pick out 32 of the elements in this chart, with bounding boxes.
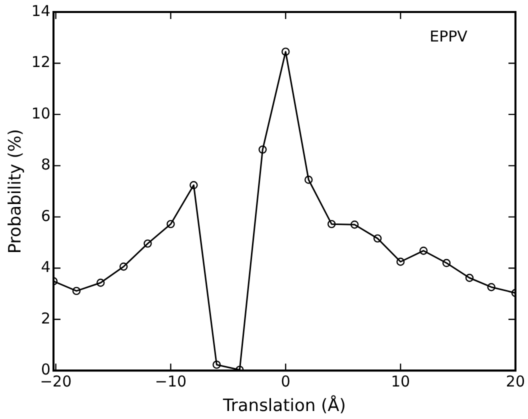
point — [396, 258, 405, 266]
point — [166, 220, 175, 228]
y-tick-label: 8 — [40, 156, 50, 174]
point — [327, 220, 336, 228]
x-axis-title: Translation (Å) — [222, 395, 346, 416]
point — [96, 278, 105, 287]
point — [350, 220, 359, 229]
y-tick-label: 10 — [31, 104, 50, 122]
point — [72, 286, 81, 296]
point — [419, 246, 428, 255]
point — [487, 283, 496, 292]
y-tick-label: 6 — [40, 206, 50, 225]
x-tick-label: 20 — [506, 372, 526, 390]
point — [304, 176, 313, 184]
annotation: EPPV — [430, 27, 468, 46]
point — [119, 262, 128, 271]
y-tick-label: 2 — [40, 309, 50, 328]
point — [442, 258, 451, 268]
point — [212, 360, 221, 369]
y-tick-label: 4 — [40, 258, 50, 276]
x-tick-label: 10 — [390, 372, 410, 390]
point — [144, 239, 152, 248]
y-tick-label: 12 — [31, 53, 50, 72]
point — [373, 234, 382, 243]
point — [258, 145, 267, 154]
point — [190, 181, 198, 190]
point — [465, 274, 474, 282]
x-tick-label: 0 — [280, 372, 290, 390]
x-tick-label: −10 — [154, 372, 187, 390]
y-axis-title: Probability (%) — [6, 128, 26, 254]
point — [282, 48, 290, 56]
y-tick-label: 14 — [31, 2, 50, 20]
